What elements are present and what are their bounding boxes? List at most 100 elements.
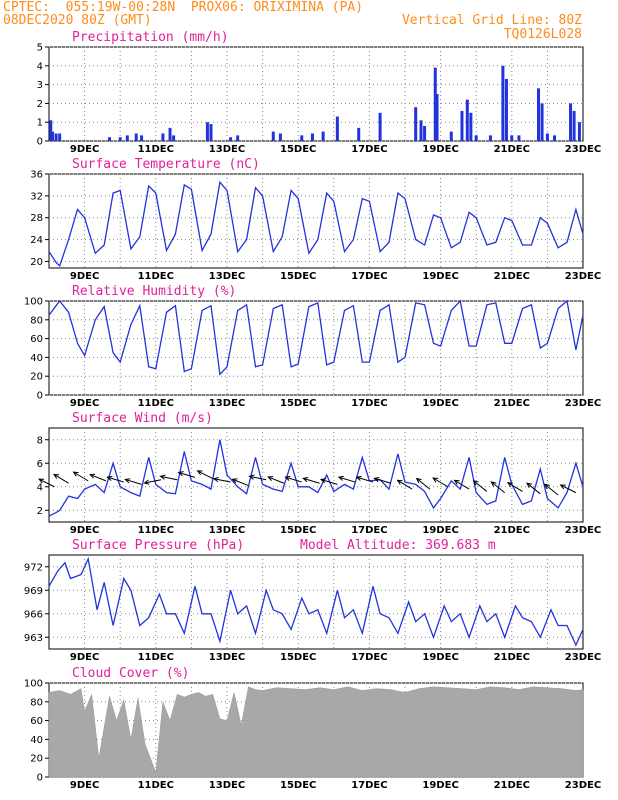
x-tick-label: 21DEC [494, 144, 530, 155]
precip-bar [108, 137, 112, 141]
wind-arrow [302, 477, 320, 484]
wind-arrow [490, 481, 505, 494]
wind-arrow-shaft [432, 477, 448, 488]
y-tick-label: 100 [24, 679, 43, 690]
precip-bar [209, 124, 213, 141]
y-tick-label: 20 [30, 754, 43, 765]
y-tick-label: 80 [30, 315, 43, 326]
wind-arrow-head [472, 480, 479, 486]
x-tick-label: 21DEC [494, 780, 530, 791]
x-tick-label: 9DEC [70, 652, 99, 663]
x-tick-label: 11DEC [138, 652, 174, 663]
precip-bar [118, 137, 122, 141]
y-tick-label: 969 [24, 586, 43, 597]
precip-bar [545, 133, 549, 141]
wind-arrow-head [248, 474, 255, 480]
wind-arrow-shaft [526, 482, 541, 495]
x-tick-label: 13DEC [209, 271, 245, 282]
wind-arrow [396, 479, 413, 490]
x-tick-label: 13DEC [209, 780, 245, 791]
x-tick-label: 15DEC [280, 144, 316, 155]
x-tick-label: 13DEC [209, 652, 245, 663]
wind-arrow-head [490, 481, 497, 487]
y-tick-label: 2 [37, 99, 43, 110]
x-tick-label: 21DEC [494, 652, 530, 663]
y-tick-label: 966 [24, 609, 43, 620]
precip-bar [517, 135, 521, 141]
header-line-1: CPTEC: 055:19W-00:28N PROX06: ORIXIMINA … [3, 1, 363, 15]
precip-bar [474, 135, 478, 141]
plot-frame [48, 173, 584, 269]
header-grid-note: Vertical Grid Line: 80Z [401, 13, 582, 28]
panel-2: 9DEC 11DEC 13DEC 15DEC 17DEC 19DEC 21DEC 23DEC 2… [30, 157, 601, 282]
wind-arrow-head [337, 475, 344, 481]
precip-bar [537, 88, 540, 141]
header-source: CPTEC: [3, 0, 50, 15]
wind-arrow [267, 476, 285, 484]
panel-title: Surface Temperature (nC) [72, 157, 260, 172]
wind-arrow-shaft [560, 484, 577, 494]
wind-arrow-head [284, 475, 291, 481]
panel-1: 9DEC 11DEC 13DEC 15DEC 17DEC 19DEC 21DEC 23DEC 0… [37, 30, 602, 155]
y-tick-label: 0 [37, 391, 43, 402]
precip-bar [310, 133, 314, 141]
plot-frame [48, 427, 584, 523]
x-tick-label: 9DEC [70, 525, 99, 536]
x-tick-label: 13DEC [209, 144, 245, 155]
wind-arrow-shaft [160, 475, 178, 481]
y-tick-label: 5 [37, 43, 43, 54]
precip-bar [577, 122, 581, 141]
wind-arrow-head [319, 478, 327, 484]
panel-6: 9DEC 11DEC 13DEC 15DEC 17DEC 19DEC 21DEC 23DEC 0… [24, 666, 601, 791]
x-tick-label: 19DEC [422, 398, 458, 409]
wind-arrow-shaft [416, 478, 431, 490]
y-tick-label: 6 [37, 459, 43, 470]
x-tick-label: 17DEC [351, 398, 387, 409]
wind-arrow-shaft [397, 479, 413, 490]
precip-bar [504, 78, 508, 141]
wind-arrow [248, 474, 267, 481]
x-tick-label: 21DEC [494, 525, 530, 536]
x-tick-label: 9DEC [70, 144, 99, 155]
x-tick-label: 19DEC [422, 271, 458, 282]
precip-bar [378, 112, 382, 141]
wind-arrow-head [543, 483, 550, 490]
y-tick-label: 963 [24, 633, 43, 644]
wind-arrow [373, 477, 391, 484]
precip-bar [501, 65, 505, 141]
precip-bar [58, 133, 62, 141]
wind-arrow [72, 471, 89, 482]
wind-arrow-head [559, 484, 566, 490]
x-tick-label: 19DEC [422, 144, 458, 155]
x-tick-label: 23DEC [565, 652, 601, 663]
precip-bar [357, 127, 361, 141]
x-tick-label: 13DEC [209, 525, 245, 536]
wind-arrow-shaft [473, 480, 488, 492]
precip-bar [433, 67, 437, 141]
wind-arrow-shaft [89, 474, 107, 482]
precip-bar [134, 133, 138, 141]
y-tick-label: 20 [30, 372, 43, 383]
precip-bar [140, 135, 144, 141]
y-tick-label: 0 [37, 137, 43, 148]
wind-arrow-head [506, 482, 513, 488]
wind-arrow [89, 473, 107, 482]
wind-arrow [337, 475, 356, 483]
x-tick-label: 15DEC [280, 271, 316, 282]
y-tick-label: 28 [30, 213, 43, 224]
wind-arrow [143, 479, 162, 485]
precip-bar [300, 135, 304, 141]
precip-bar [229, 137, 233, 141]
wind-arrow-head [106, 475, 113, 481]
wind-arrow-head [212, 476, 219, 483]
panel-title: Surface Wind (m/s) [72, 411, 213, 426]
precip-bar [49, 120, 53, 141]
wind-arrow-shaft [544, 483, 559, 496]
panel-5: 9DEC 11DEC 13DEC 15DEC 17DEC 19DEC 21DEC 23DEC 9… [24, 538, 601, 663]
y-tick-label: 2 [37, 506, 43, 517]
precip-bar [423, 125, 427, 141]
x-tick-label: 11DEC [138, 144, 174, 155]
precip-bar [569, 103, 573, 141]
precip-bar [51, 131, 55, 141]
